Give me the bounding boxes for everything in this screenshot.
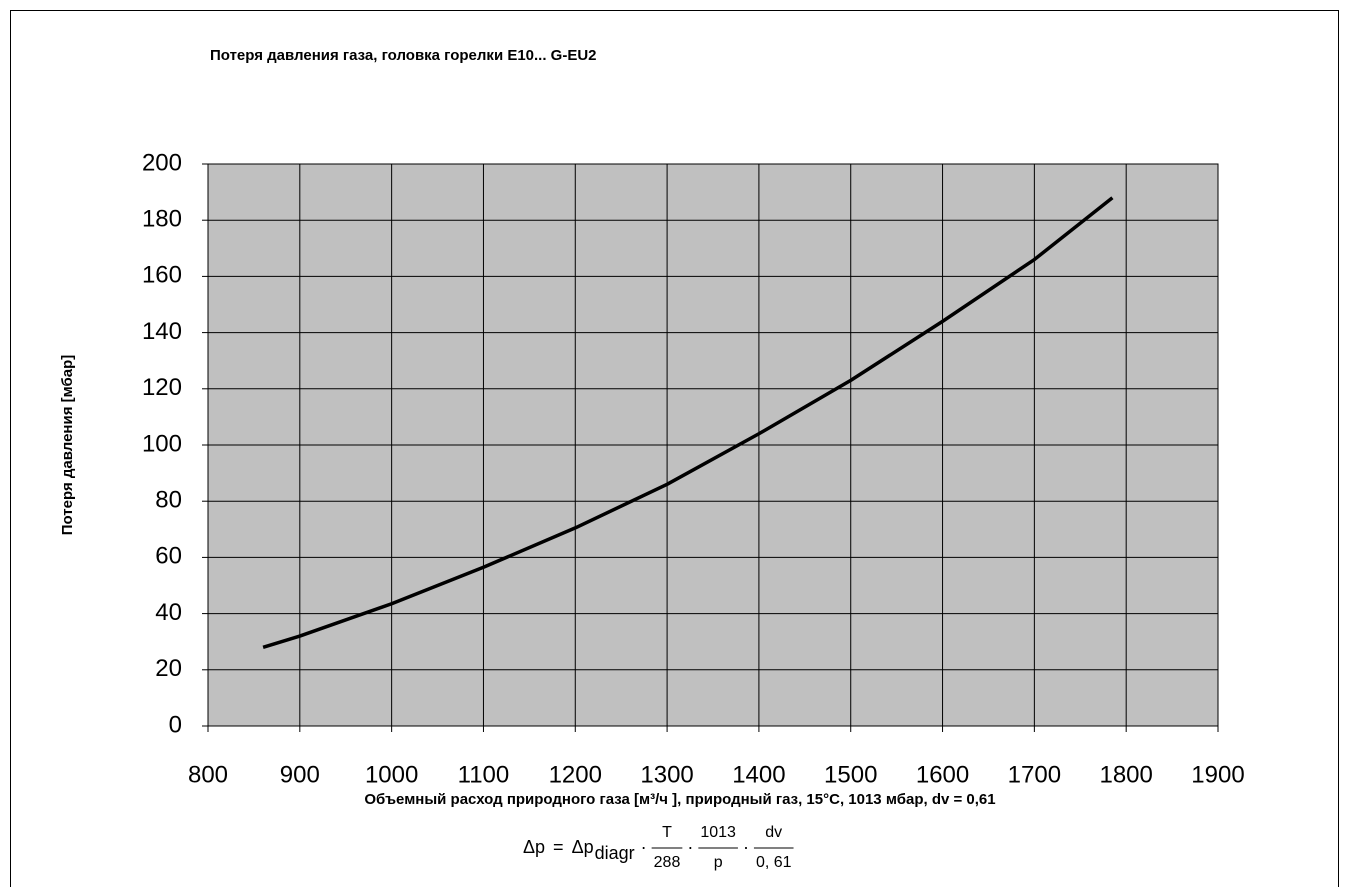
- x-tick-label: 1900: [1191, 761, 1244, 788]
- y-tick-label: 40: [155, 599, 182, 626]
- x-tick-label: 1200: [549, 761, 602, 788]
- x-tick-label: 1800: [1099, 761, 1152, 788]
- y-tick-label: 180: [142, 206, 182, 233]
- formula-numerator: dv: [765, 824, 782, 841]
- formula-text: ·: [743, 837, 749, 857]
- formula-text: ·: [687, 837, 693, 857]
- x-tick-label: 1300: [640, 761, 693, 788]
- chart-title: Потеря давления газа, головка горелки E1…: [210, 47, 597, 64]
- y-tick-label: 160: [142, 262, 182, 289]
- formula-text: ·: [641, 837, 647, 857]
- x-tick-label: 1000: [365, 761, 418, 788]
- data-line: [262, 196, 1114, 649]
- x-tick-label: 1500: [824, 761, 877, 788]
- x-tick-label: 1400: [732, 761, 785, 788]
- y-axis-label: Потеря давления [мбар]: [59, 355, 76, 536]
- y-tick-label: 0: [169, 711, 182, 738]
- formula-denominator: p: [714, 854, 723, 871]
- y-tick-label: 20: [155, 655, 182, 682]
- y-tick-label: 60: [155, 543, 182, 570]
- formula-text: =: [553, 837, 564, 857]
- x-tick-label: 1100: [458, 761, 510, 788]
- formula-numerator: 1013: [700, 824, 736, 841]
- formula-denominator: 288: [654, 854, 681, 871]
- y-tick-label: 120: [142, 374, 182, 401]
- formula-text: Δp: [572, 837, 594, 857]
- x-tick-label: 800: [188, 761, 228, 788]
- y-tick-label: 80: [155, 487, 182, 514]
- y-tick-label: 100: [142, 430, 182, 457]
- x-tick-label: 900: [280, 761, 320, 788]
- y-tick-label: 140: [142, 318, 182, 345]
- formula-text: Δp: [523, 837, 545, 857]
- y-tick-label: 200: [142, 149, 182, 176]
- x-tick-label: 1700: [1008, 761, 1061, 788]
- frame: [10, 10, 1339, 887]
- formula-numerator: T: [662, 824, 672, 841]
- plot-border: [207, 163, 1219, 727]
- x-axis-label: Объемный расход природного газа [м³/ч ],…: [364, 791, 995, 808]
- formula-denominator: 0, 61: [756, 854, 792, 871]
- x-tick-label: 1600: [916, 761, 969, 788]
- formula-text: diagr: [595, 843, 635, 863]
